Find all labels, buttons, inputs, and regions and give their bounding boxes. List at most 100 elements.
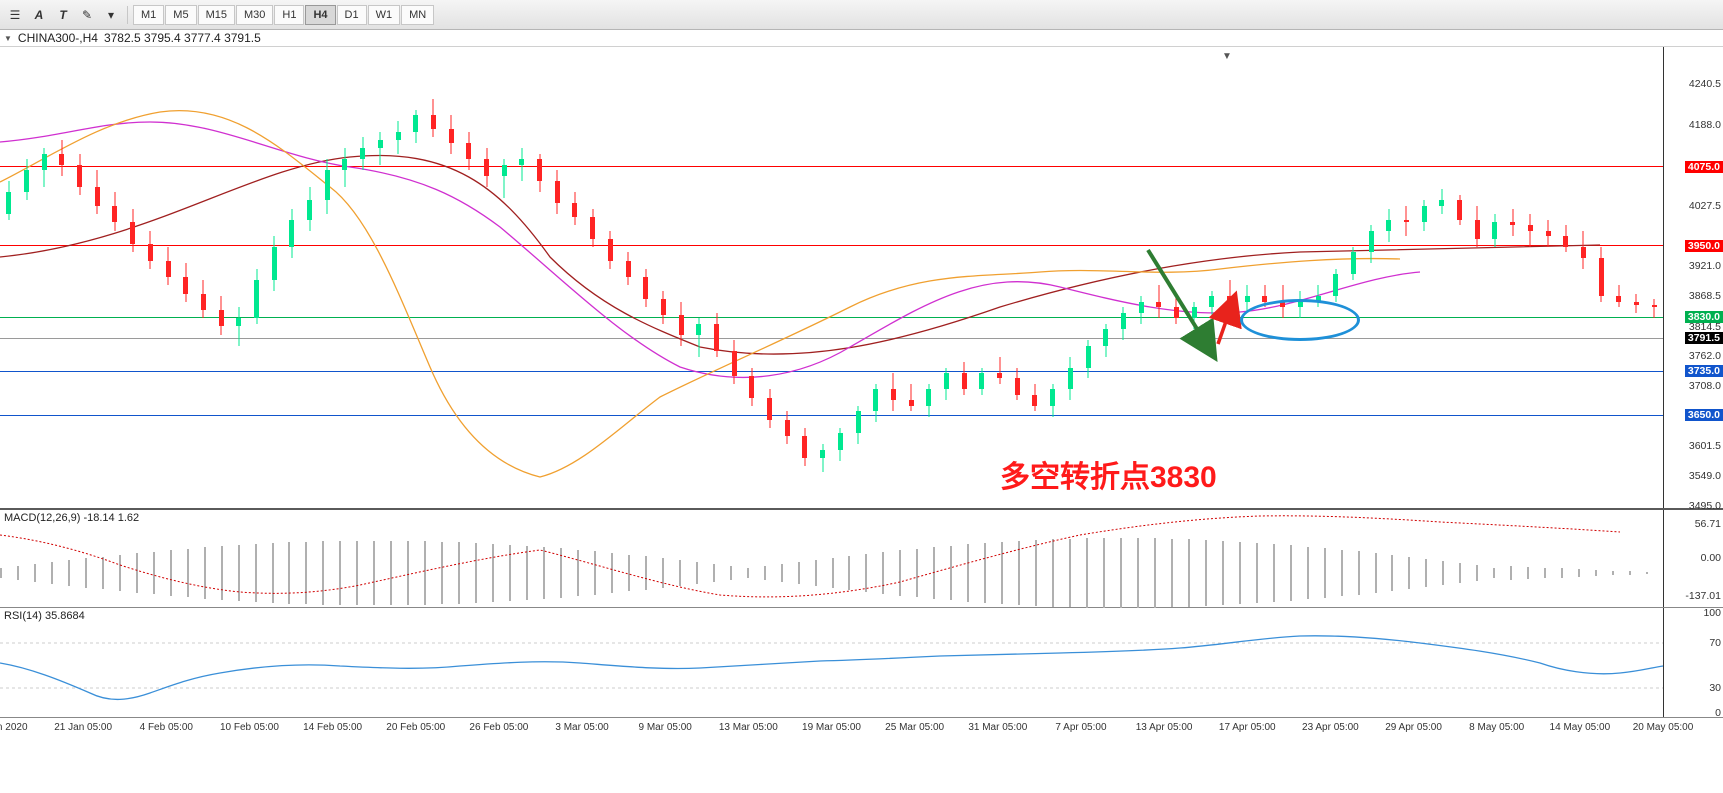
macd-bar xyxy=(594,551,596,594)
macd-bar xyxy=(373,541,375,606)
rsi-panel: RSI(14) 35.8684 100 70 30 0 xyxy=(0,608,1723,718)
timeframe-h4[interactable]: H4 xyxy=(305,5,335,25)
macd-bar xyxy=(1239,542,1241,605)
macd-bar xyxy=(679,560,681,586)
price-axis-right: 4240.5 4188.0 4134.0 4075.0 4027.5 3975.… xyxy=(1663,47,1723,508)
macd-bar xyxy=(1612,571,1614,576)
macd-bar xyxy=(68,560,70,585)
macd-bar xyxy=(865,554,867,592)
macd-bar xyxy=(526,546,528,600)
timeframe-d1[interactable]: D1 xyxy=(337,5,367,25)
symbol-ohlc-label: 3782.5 3795.4 3777.4 3791.5 xyxy=(104,31,261,45)
macd-bar xyxy=(645,556,647,589)
macd-bar xyxy=(662,558,664,588)
timeframe-h1[interactable]: H1 xyxy=(274,5,304,25)
timeframe-mn[interactable]: MN xyxy=(401,5,434,25)
macd-bar xyxy=(1256,543,1258,604)
timeframe-m1[interactable]: M1 xyxy=(133,5,164,25)
symbol-info-bar: ▼ CHINA300-,H4 3782.5 3795.4 3777.4 3791… xyxy=(0,30,1723,47)
annotation-tool-icon[interactable]: A xyxy=(28,4,50,26)
macd-bar xyxy=(85,558,87,587)
macd-bar xyxy=(1341,550,1343,597)
macd-bar xyxy=(984,543,986,603)
price-badge-3950: 3950.0 xyxy=(1685,240,1723,252)
price-badge-3650: 3650.0 xyxy=(1685,409,1723,421)
macd-bar xyxy=(1205,540,1207,606)
timeframe-m5[interactable]: M5 xyxy=(165,5,196,25)
macd-bar xyxy=(1171,539,1173,608)
macd-axis-right: 56.71 0.00 -137.01 xyxy=(1663,510,1723,607)
macd-bar xyxy=(882,552,884,594)
price-badge-3791: 3791.5 xyxy=(1685,332,1723,344)
symbol-collapse-icon[interactable]: ▼ xyxy=(4,34,12,43)
draw-tool-icon[interactable]: ✎ xyxy=(76,4,98,26)
account-icon[interactable]: ☰ xyxy=(4,4,26,26)
macd-bar xyxy=(119,555,121,591)
macd-bar xyxy=(798,562,800,584)
macd-bar xyxy=(1527,567,1529,579)
text-tool-icon[interactable]: T xyxy=(52,4,74,26)
date-tick-label: 31 Mar 05:00 xyxy=(968,722,1027,733)
macd-bar xyxy=(1358,551,1360,594)
macd-bar xyxy=(1561,568,1563,577)
macd-bar xyxy=(390,541,392,606)
date-tick-label: 19 Mar 05:00 xyxy=(802,722,861,733)
macd-bar xyxy=(1442,561,1444,585)
macd-bar xyxy=(1646,572,1648,574)
macd-bar xyxy=(407,541,409,605)
macd-bar xyxy=(441,542,443,605)
macd-bar xyxy=(950,546,952,601)
dropdown-arrow-icon[interactable]: ▾ xyxy=(100,4,122,26)
macd-bar xyxy=(255,544,257,602)
scroll-indicator-icon[interactable]: ▼ xyxy=(1222,51,1232,62)
macd-bar xyxy=(288,542,290,603)
macd-bar xyxy=(1290,545,1292,601)
macd-bar xyxy=(136,553,138,593)
date-tick-label: 4 Feb 05:00 xyxy=(140,722,193,733)
timeframe-w1[interactable]: W1 xyxy=(368,5,401,25)
macd-bar xyxy=(1493,568,1495,579)
date-tick-label: 25 Mar 05:00 xyxy=(885,722,944,733)
macd-bar xyxy=(221,546,223,600)
timeframe-m30[interactable]: M30 xyxy=(236,5,273,25)
macd-bar xyxy=(492,544,494,602)
price-panel: 多空转折点3830 4240.5 4188.0 4134.0 4075.0 40… xyxy=(0,47,1723,510)
macd-bar xyxy=(1086,538,1088,607)
candlestick-container xyxy=(0,47,1663,508)
macd-bar xyxy=(272,543,274,603)
date-tick-label: 8 May 05:00 xyxy=(1469,722,1524,733)
pivot-point-annotation-text: 多空转折点3830 xyxy=(1000,452,1217,496)
macd-bar xyxy=(848,556,850,590)
price-badge-3735: 3735.0 xyxy=(1685,365,1723,377)
date-tick-label: 21 Jan 05:00 xyxy=(54,722,112,733)
macd-bar xyxy=(1103,538,1105,608)
rsi-panel-label: RSI(14) 35.8684 xyxy=(4,610,85,622)
symbol-label: CHINA300-,H4 xyxy=(18,31,98,45)
trading-chart-root: ☰ A T ✎ ▾ M1 M5 M15 M30 H1 H4 D1 W1 MN ▼… xyxy=(0,0,1723,740)
macd-bar xyxy=(1273,544,1275,602)
date-axis: 15 Jan 202021 Jan 05:004 Feb 05:0010 Feb… xyxy=(0,718,1723,740)
macd-bar xyxy=(51,562,53,584)
macd-bar xyxy=(543,547,545,599)
macd-bar xyxy=(1307,547,1309,600)
macd-bar xyxy=(322,541,324,605)
rsi-axis-right: 100 70 30 0 xyxy=(1663,608,1723,717)
macd-bar xyxy=(560,548,562,597)
macd-bar xyxy=(1510,566,1512,580)
macd-bar xyxy=(1578,569,1580,577)
macd-bar xyxy=(305,542,307,605)
macd-bar xyxy=(0,568,2,578)
macd-bar xyxy=(916,549,918,598)
macd-bar xyxy=(1001,542,1003,604)
date-tick-label: 14 May 05:00 xyxy=(1550,722,1611,733)
date-tick-label: 20 May 05:00 xyxy=(1633,722,1694,733)
price-badge-4075: 4075.0 xyxy=(1685,161,1723,173)
timeframe-m15[interactable]: M15 xyxy=(198,5,235,25)
macd-bar xyxy=(577,550,579,596)
rsi-line-svg xyxy=(0,608,1663,718)
macd-bar xyxy=(170,550,172,596)
macd-bar xyxy=(356,541,358,606)
macd-panel-label: MACD(12,26,9) -18.14 1.62 xyxy=(4,512,139,524)
toolbar-separator xyxy=(127,6,128,24)
macd-bar xyxy=(1324,548,1326,598)
